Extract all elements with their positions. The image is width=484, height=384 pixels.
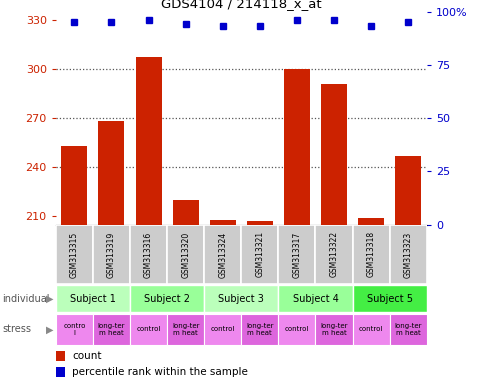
Title: GDS4104 / 214118_x_at: GDS4104 / 214118_x_at (161, 0, 321, 10)
Bar (283, 69, 309, 384)
Bar (166, 314, 204, 345)
Text: count: count (72, 351, 102, 361)
Text: long-ter
m heat: long-ter m heat (393, 323, 421, 336)
Bar (352, 285, 426, 312)
Text: GSM313323: GSM313323 (403, 231, 412, 278)
Text: ▶: ▶ (46, 324, 53, 334)
Bar (56, 225, 93, 284)
Bar (246, 221, 272, 384)
Bar (93, 225, 130, 284)
Bar (56, 314, 93, 345)
Text: control: control (210, 326, 234, 332)
Text: GSM313322: GSM313322 (329, 231, 338, 278)
Bar (389, 225, 426, 284)
Text: Subject 2: Subject 2 (144, 293, 190, 304)
Bar (315, 225, 352, 284)
Bar (352, 314, 389, 345)
Text: ▶: ▶ (46, 293, 53, 304)
Text: GSM313320: GSM313320 (181, 231, 190, 278)
Bar (357, 218, 383, 384)
Bar (56, 367, 65, 377)
Text: stress: stress (2, 324, 31, 334)
Text: Subject 1: Subject 1 (70, 293, 116, 304)
Bar (209, 220, 235, 384)
Bar (56, 285, 130, 312)
Bar (204, 225, 241, 284)
Bar (241, 225, 278, 284)
Text: control: control (136, 326, 160, 332)
Text: GSM313318: GSM313318 (366, 231, 375, 278)
Text: percentile rank within the sample: percentile rank within the sample (72, 367, 248, 377)
Bar (394, 156, 421, 384)
Bar (98, 121, 124, 384)
Bar (389, 314, 426, 345)
Bar (352, 225, 389, 284)
Text: long-ter
m heat: long-ter m heat (319, 323, 347, 336)
Text: GSM313321: GSM313321 (255, 231, 264, 278)
Bar (315, 314, 352, 345)
Bar (166, 225, 204, 284)
Bar (130, 285, 204, 312)
Bar (130, 314, 166, 345)
Bar (278, 314, 315, 345)
Bar (278, 225, 315, 284)
Text: Subject 3: Subject 3 (218, 293, 264, 304)
Bar (241, 314, 278, 345)
Bar (56, 351, 65, 361)
Text: control: control (358, 326, 382, 332)
Text: long-ter
m heat: long-ter m heat (97, 323, 125, 336)
Bar (135, 58, 161, 384)
Bar (320, 84, 347, 384)
Text: Subject 4: Subject 4 (292, 293, 338, 304)
Bar (278, 285, 352, 312)
Bar (130, 225, 166, 284)
Text: GSM313316: GSM313316 (144, 231, 153, 278)
Text: GSM313324: GSM313324 (218, 231, 227, 278)
Text: long-ter
m heat: long-ter m heat (171, 323, 199, 336)
Bar (204, 314, 241, 345)
Bar (93, 314, 130, 345)
Bar (172, 200, 198, 384)
Bar (61, 146, 87, 384)
Text: control: control (284, 326, 308, 332)
Text: GSM313315: GSM313315 (70, 231, 79, 278)
Text: long-ter
m heat: long-ter m heat (245, 323, 273, 336)
Bar (204, 285, 278, 312)
Text: GSM313317: GSM313317 (292, 231, 301, 278)
Text: individual: individual (2, 293, 50, 304)
Text: Subject 5: Subject 5 (366, 293, 412, 304)
Text: contro
l: contro l (63, 323, 85, 336)
Text: GSM313319: GSM313319 (106, 231, 116, 278)
